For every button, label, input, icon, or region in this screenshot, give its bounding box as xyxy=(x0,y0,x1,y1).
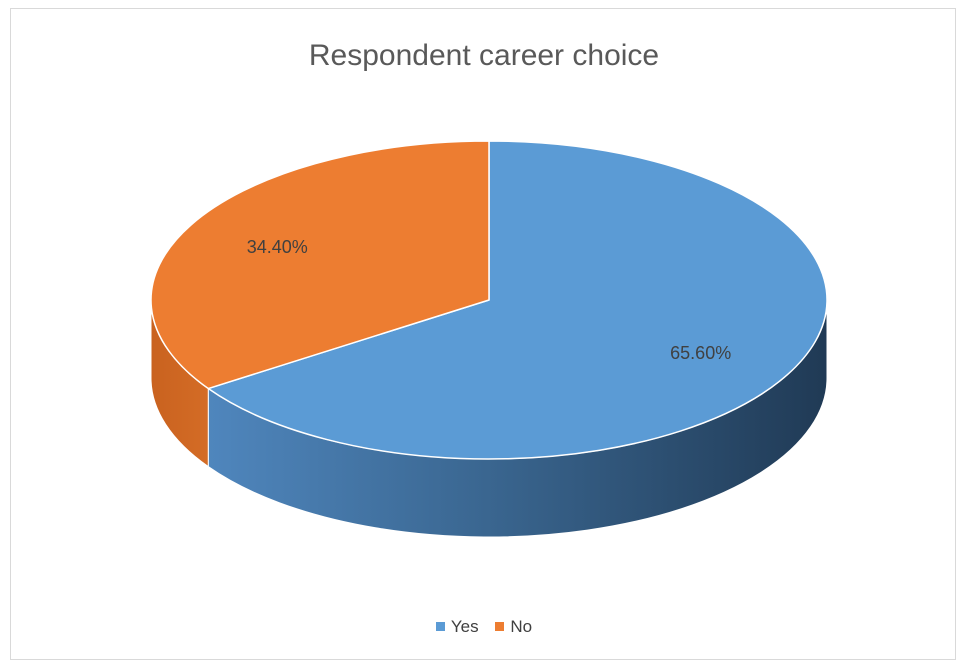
pie-chart: 65.60% 34.40% xyxy=(150,140,828,538)
data-label-no: 34.40% xyxy=(247,237,308,257)
legend-label-yes: Yes xyxy=(450,617,479,636)
legend-item-yes[interactable]: Yes xyxy=(435,617,479,637)
chart-title: Respondent career choice xyxy=(308,39,660,72)
legend-swatch-yes xyxy=(435,622,445,631)
pie-slice-no[interactable] xyxy=(150,140,490,390)
legend-swatch-no xyxy=(495,622,505,631)
chart-area: Respondent career choice 65.60% 34.40% Ye… xyxy=(10,8,956,660)
legend-item-no[interactable]: No xyxy=(495,617,532,637)
legend-label-no: No xyxy=(510,617,533,636)
data-label-yes: 65.60% xyxy=(670,343,731,363)
legend: Yes No xyxy=(11,617,957,637)
pie-slice-yes[interactable] xyxy=(207,140,828,460)
